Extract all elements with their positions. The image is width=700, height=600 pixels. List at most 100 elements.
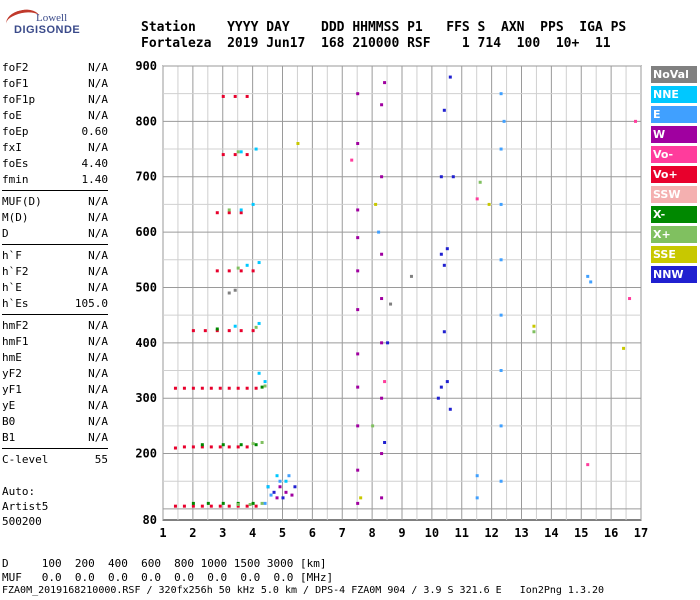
echo-point	[380, 396, 384, 400]
echo-point	[278, 479, 282, 483]
param-row: C-level 55	[2, 452, 108, 468]
muf-table: D 100 200 400 600 800 1000 1500 3000 [km…	[2, 557, 333, 585]
echo-point	[182, 445, 186, 449]
echo-point	[227, 291, 231, 295]
echo-point	[215, 211, 219, 215]
legend-item: NNE	[651, 86, 697, 103]
param-name: foF1p	[2, 93, 36, 106]
echo-point	[254, 325, 258, 329]
echo-point	[227, 269, 231, 273]
echo-point	[380, 297, 384, 301]
echo-point	[245, 445, 249, 449]
param-name: h`F	[2, 249, 22, 262]
param-name: C-level	[2, 453, 49, 466]
y-tick-label: 500	[135, 280, 157, 294]
legend-item: NoVal	[651, 66, 697, 83]
x-tick-label: 1	[159, 526, 166, 540]
echo-point	[442, 108, 446, 112]
echo-point	[173, 504, 177, 508]
echo-point	[254, 147, 258, 151]
param-value: N/A	[88, 383, 108, 396]
echo-point	[251, 442, 255, 446]
param-row: yE N/A	[2, 398, 108, 414]
echo-point	[215, 269, 219, 273]
echo-point	[275, 474, 279, 478]
header-values: Fortaleza 2019 Jun17 168 210000 RSF 1 71…	[141, 36, 611, 51]
param-row: h`F2 N/A	[2, 264, 108, 280]
x-tick-label: 3	[219, 526, 226, 540]
param-row: hmF1 N/A	[2, 334, 108, 350]
param-name: hmE	[2, 351, 22, 364]
legend-item: X+	[651, 226, 697, 243]
param-row: M(D) N/A	[2, 210, 108, 226]
echo-point	[445, 380, 449, 384]
param-name: hmF2	[2, 319, 29, 332]
echo-point	[221, 443, 225, 447]
param-row: B0 N/A	[2, 414, 108, 430]
echo-point	[275, 496, 279, 500]
param-row: h`F N/A	[2, 248, 108, 264]
param-value: N/A	[88, 265, 108, 278]
echo-point	[284, 490, 288, 494]
echo-point	[251, 269, 255, 273]
param-value: N/A	[88, 399, 108, 412]
echo-point	[622, 346, 626, 350]
echo-point	[499, 369, 503, 373]
auto-version: 500200	[2, 515, 42, 528]
echo-point	[356, 385, 360, 389]
echo-point	[209, 445, 213, 449]
echo-point	[356, 352, 360, 356]
param-name: D	[2, 227, 9, 240]
echo-point	[221, 501, 225, 505]
x-tick-label: 7	[339, 526, 346, 540]
echo-point	[389, 302, 393, 306]
echo-point	[380, 496, 384, 500]
echo-point	[499, 92, 503, 96]
echo-point	[239, 329, 243, 333]
echo-point	[191, 504, 195, 508]
echo-point	[439, 385, 443, 389]
x-tick-label: 8	[369, 526, 376, 540]
param-row: MUF(D) N/A	[2, 194, 108, 210]
echo-point	[191, 445, 195, 449]
echo-point	[499, 147, 503, 151]
param-name: M(D)	[2, 211, 29, 224]
echo-point	[251, 501, 255, 505]
echo-point	[248, 502, 252, 506]
y-tick-label: 600	[135, 225, 157, 239]
param-row: foF2 N/A	[2, 60, 108, 76]
y-tick-label: 300	[135, 391, 157, 405]
param-value: N/A	[88, 415, 108, 428]
echo-point	[356, 308, 360, 312]
param-name: h`Es	[2, 297, 29, 310]
y-tick-label: 700	[135, 170, 157, 184]
param-row: hmF2 N/A	[2, 318, 108, 334]
echo-point	[245, 263, 249, 267]
x-tick-label: 11	[455, 526, 469, 540]
echo-point	[380, 452, 384, 456]
param-row: D N/A	[2, 226, 108, 242]
legend-item: Vo+	[651, 166, 697, 183]
param-row: foEp 0.60	[2, 124, 108, 140]
echo-point	[356, 142, 360, 146]
param-separator	[2, 448, 108, 449]
echo-point	[287, 474, 291, 478]
param-value: N/A	[88, 319, 108, 332]
digisonde-logo: Lowell DIGISONDE	[4, 6, 80, 40]
param-name: yF1	[2, 383, 22, 396]
echo-point	[380, 341, 384, 345]
param-value: N/A	[88, 211, 108, 224]
echo-point	[487, 202, 491, 206]
echo-point	[409, 274, 413, 278]
echo-point	[245, 504, 249, 508]
echo-point	[251, 329, 255, 333]
legend-item: NNW	[651, 266, 697, 283]
echo-point	[239, 208, 243, 212]
echo-point	[200, 386, 204, 390]
echo-point	[439, 252, 443, 256]
echo-point	[445, 247, 449, 251]
legend-item: W	[651, 126, 697, 143]
echo-point	[233, 288, 237, 292]
param-value: N/A	[88, 77, 108, 90]
param-row: fmin 1.40	[2, 172, 108, 188]
